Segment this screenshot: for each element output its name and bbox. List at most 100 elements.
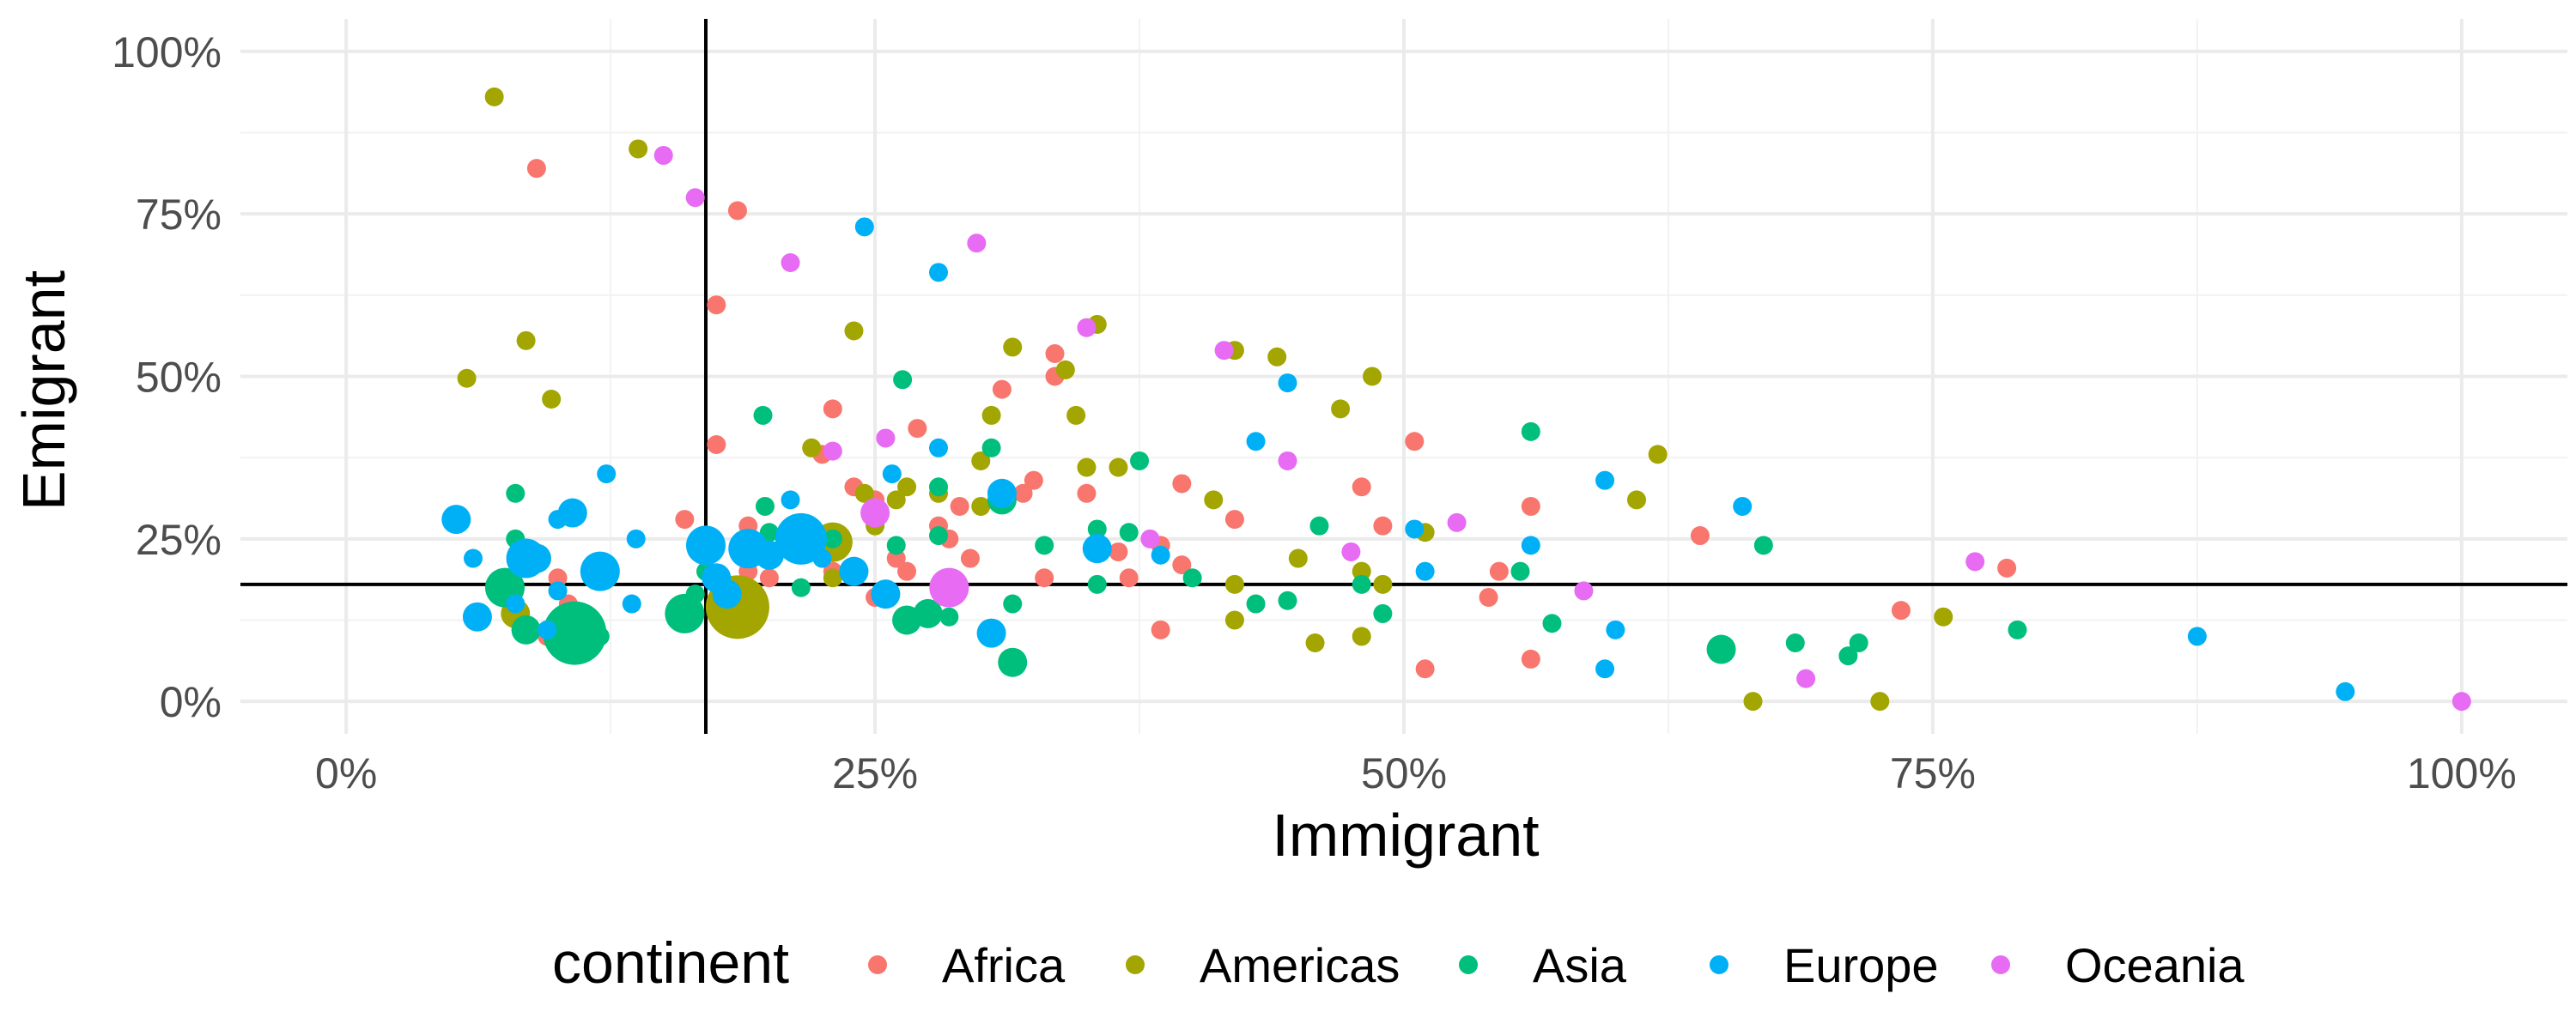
point-europe (1733, 496, 1753, 516)
point-africa (992, 379, 1012, 399)
legend-item-americas: Americas (1126, 938, 1400, 992)
point-europe (2187, 627, 2207, 646)
point-africa (1045, 343, 1065, 363)
point-asia (1087, 519, 1107, 539)
legend-item-oceania: Oceania (1991, 938, 2245, 992)
point-africa (960, 548, 980, 568)
point-europe (686, 525, 726, 566)
point-europe (1278, 373, 1297, 393)
point-europe (929, 263, 948, 282)
point-asia (791, 578, 811, 597)
point-americas (1352, 627, 1371, 646)
point-oceania (876, 428, 896, 448)
point-oceania (1214, 341, 1234, 360)
point-americas (516, 330, 536, 350)
point-americas (971, 451, 991, 470)
point-africa (908, 419, 927, 439)
point-americas (844, 321, 864, 341)
point-africa (1415, 659, 1435, 679)
point-americas (1743, 692, 1763, 712)
point-europe (1246, 432, 1266, 451)
point-asia (1706, 634, 1736, 664)
point-europe (775, 512, 827, 565)
point-europe (557, 498, 587, 528)
grid (240, 19, 2567, 734)
point-oceania (1447, 512, 1467, 532)
point-asia (1035, 536, 1054, 555)
point-oceania (685, 188, 705, 208)
point-africa (1373, 516, 1393, 536)
point-europe (548, 581, 568, 601)
point-americas (897, 477, 917, 497)
point-europe (2336, 682, 2355, 701)
point-africa (1521, 649, 1540, 669)
point-oceania (1341, 542, 1361, 561)
legend-label: Americas (1200, 938, 1400, 992)
point-asia (1352, 574, 1371, 594)
point-asia (1182, 568, 1202, 588)
point-asia (753, 405, 773, 425)
point-asia (590, 627, 610, 646)
point-europe (597, 464, 617, 484)
y-axis-title: Emigrant (10, 270, 77, 511)
legend-label: Asia (1533, 938, 1627, 992)
point-europe (839, 556, 869, 586)
point-asia (1130, 451, 1150, 470)
point-africa (950, 496, 969, 516)
point-americas (971, 496, 991, 516)
point-americas (542, 390, 562, 409)
point-africa (707, 295, 726, 315)
legend-key (1991, 955, 2010, 974)
point-americas (1055, 360, 1075, 379)
point-oceania (1574, 581, 1594, 601)
point-europe (929, 438, 948, 457)
point-africa (1172, 474, 1192, 494)
point-africa (1997, 558, 2017, 578)
point-africa (1479, 587, 1498, 607)
point-oceania (1965, 552, 1985, 572)
point-europe (1415, 561, 1435, 581)
point-africa (1172, 555, 1192, 575)
point-africa (727, 201, 747, 221)
y-tick-label: 25% (136, 516, 222, 564)
point-africa (1035, 568, 1054, 588)
point-europe (882, 464, 902, 484)
point-asia (1785, 633, 1805, 652)
point-europe (506, 594, 526, 614)
point-europe (464, 548, 483, 568)
legend-label: Africa (942, 938, 1066, 992)
point-africa (526, 159, 546, 179)
point-americas (1627, 490, 1646, 510)
point-oceania (2451, 692, 2471, 712)
point-asia (981, 438, 1001, 457)
point-oceania (929, 567, 969, 608)
point-africa (1119, 568, 1139, 588)
point-americas (1352, 561, 1371, 581)
point-europe (538, 620, 557, 639)
point-americas (1224, 610, 1244, 630)
point-europe (1405, 519, 1425, 539)
point-americas (1066, 405, 1086, 425)
point-americas (854, 483, 874, 503)
y-tick-label: 0% (160, 678, 222, 726)
point-asia (929, 526, 948, 546)
point-europe (1151, 545, 1170, 565)
point-asia (1838, 646, 1858, 666)
point-africa (1690, 526, 1710, 546)
point-africa (548, 568, 568, 588)
point-africa (1489, 561, 1509, 581)
point-asia (543, 601, 607, 665)
point-oceania (1796, 669, 1816, 688)
point-americas (1077, 457, 1097, 477)
legend-key (1126, 955, 1145, 974)
point-asia (1278, 591, 1297, 610)
x-axis-ticks: 0% 25% 50% 75% 100% (315, 749, 2517, 797)
point-africa (707, 435, 726, 455)
point-europe (1595, 470, 1615, 490)
point-asia (506, 483, 526, 503)
point-americas (1224, 574, 1244, 594)
point-americas (1363, 367, 1382, 386)
x-tick-label: 50% (1361, 749, 1447, 797)
point-africa (1405, 432, 1425, 451)
point-africa (1077, 483, 1097, 503)
